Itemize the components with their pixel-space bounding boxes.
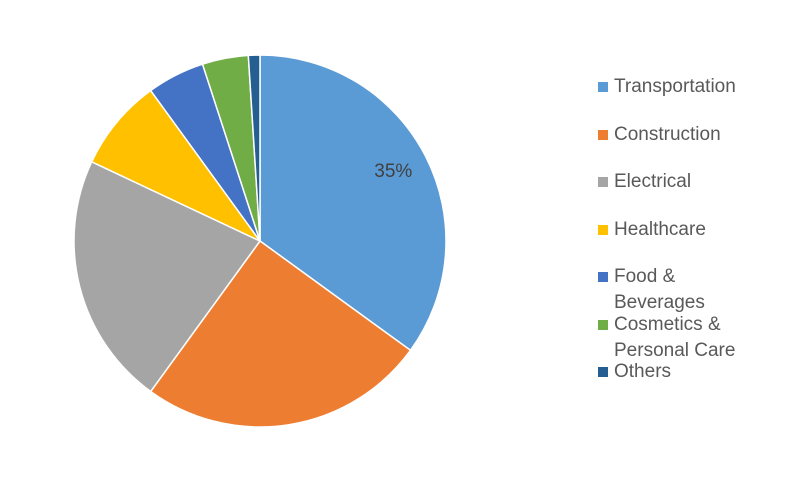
legend-label: Transportation	[614, 76, 736, 97]
legend-swatch	[598, 177, 608, 187]
legend-label: Others	[614, 361, 672, 382]
legend-swatch	[598, 319, 608, 330]
pie-slice	[247, 54, 261, 242]
pie-slice	[90, 89, 261, 242]
pie-slice	[259, 54, 447, 352]
legend-swatch	[598, 272, 608, 282]
legend-label: Food & Beverages	[614, 266, 705, 313]
legend-label: Cosmetics & Personal Care	[614, 313, 736, 361]
legend-swatch	[598, 367, 608, 377]
legend-label: Healthcare	[614, 218, 706, 240]
data-label: 35%	[374, 161, 412, 182]
legend-swatch	[598, 224, 608, 235]
legend-label: Electrical	[614, 171, 692, 192]
legend-label: Construction	[614, 123, 721, 145]
pie-slice	[149, 239, 412, 428]
legend-swatch	[598, 82, 608, 92]
legend-swatch	[598, 129, 608, 140]
